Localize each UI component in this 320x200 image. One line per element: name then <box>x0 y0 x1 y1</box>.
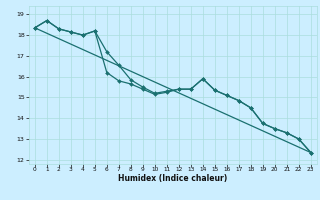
X-axis label: Humidex (Indice chaleur): Humidex (Indice chaleur) <box>118 174 228 183</box>
